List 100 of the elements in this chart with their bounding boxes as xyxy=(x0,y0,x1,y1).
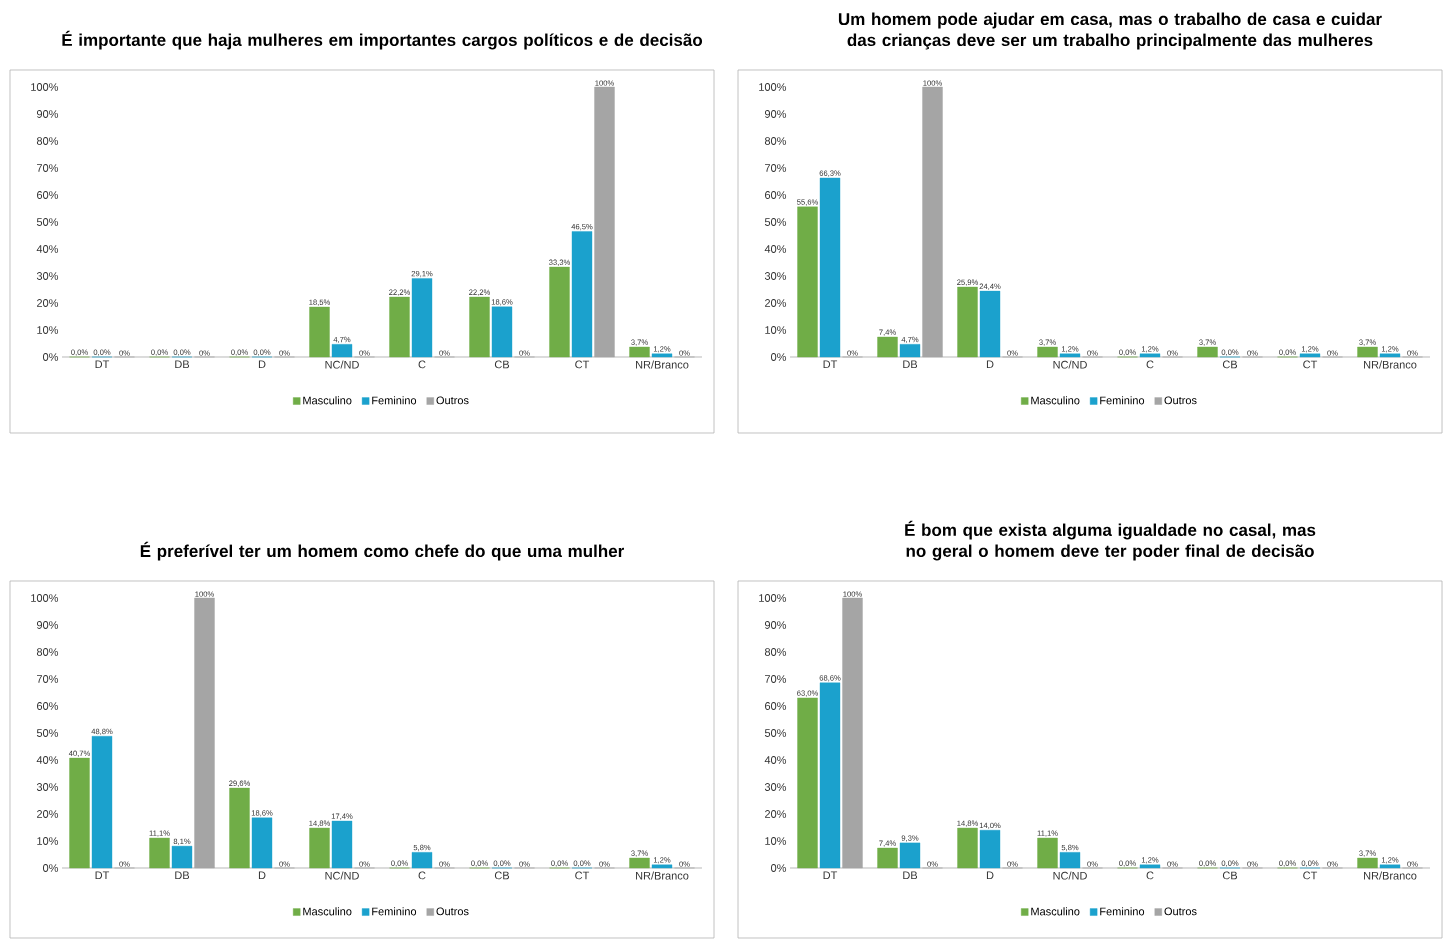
bar xyxy=(469,296,490,358)
bar xyxy=(1299,353,1321,358)
legend-label: Outros xyxy=(1164,907,1197,916)
bar xyxy=(797,697,818,869)
y-tick-label: 70% xyxy=(37,164,59,172)
y-tick-label: 90% xyxy=(36,110,59,118)
y-tick-label: 10% xyxy=(765,326,787,334)
bar xyxy=(1059,852,1081,869)
y-tick-label: 20% xyxy=(765,299,787,307)
legend-label: Feminino xyxy=(1100,396,1145,405)
bar xyxy=(91,736,113,869)
bar xyxy=(309,306,330,358)
legend-label: Feminino xyxy=(372,396,417,405)
bar xyxy=(1139,864,1161,869)
y-tick-label: 0% xyxy=(42,353,59,361)
x-tick-label: DT xyxy=(95,871,110,880)
y-tick-label: 70% xyxy=(765,164,787,172)
bar xyxy=(1357,857,1378,869)
x-tick-label: NC/ND xyxy=(1053,871,1087,880)
y-tick-label: 20% xyxy=(37,810,59,818)
y-tick-label: 40% xyxy=(764,245,787,253)
bar xyxy=(651,864,673,869)
x-tick-label: NC/ND xyxy=(325,360,359,369)
x-tick-label: C xyxy=(418,360,426,369)
y-tick-label: 90% xyxy=(764,621,787,629)
bar xyxy=(629,346,650,358)
bar xyxy=(1139,353,1161,358)
x-tick-label: NR/Branco xyxy=(636,360,689,369)
x-tick-label: DB xyxy=(175,871,190,880)
x-tick-label: D xyxy=(258,871,266,880)
bar xyxy=(571,231,593,358)
x-tick-label: CT xyxy=(575,360,590,369)
bar xyxy=(1037,346,1058,358)
legend-label: Feminino xyxy=(372,907,417,916)
y-tick-label: 30% xyxy=(36,272,59,280)
y-tick-label: 60% xyxy=(37,702,59,710)
x-tick-label: CB xyxy=(1222,360,1238,369)
bar xyxy=(491,306,513,358)
bar xyxy=(309,827,330,869)
y-tick-label: 40% xyxy=(764,756,787,764)
bar xyxy=(1197,346,1218,358)
y-tick-label: 100% xyxy=(759,594,787,602)
legend-label: Masculino xyxy=(303,907,352,916)
bar xyxy=(629,857,650,869)
bar xyxy=(877,336,898,358)
x-tick-label: C xyxy=(418,871,426,880)
x-tick-label: DB xyxy=(903,360,918,369)
y-tick-label: 50% xyxy=(764,218,787,226)
bar xyxy=(1379,864,1401,869)
y-tick-label: 0% xyxy=(771,864,787,872)
x-tick-label: DT xyxy=(823,871,838,880)
y-tick-label: 60% xyxy=(765,702,787,710)
x-tick-label: DB xyxy=(903,871,918,880)
y-tick-label: 50% xyxy=(36,729,59,737)
x-tick-label: CB xyxy=(494,360,510,369)
chart-title: É bom que exista alguma igualdade no casal, mas no geral o homem deve ter poder final de decisão xyxy=(905,520,1316,561)
bar xyxy=(819,177,841,358)
y-tick-label: 90% xyxy=(764,110,787,118)
y-tick-label: 70% xyxy=(765,675,787,683)
bar xyxy=(69,757,90,869)
chart-title: É preferível ter um homem como chefe do que uma mulher xyxy=(140,541,624,561)
bar xyxy=(819,682,841,869)
y-tick-label: 100% xyxy=(31,594,59,602)
y-tick-label: 10% xyxy=(37,837,59,845)
y-tick-label: 80% xyxy=(36,137,59,145)
y-tick-label: 10% xyxy=(37,326,59,334)
bar xyxy=(899,842,921,869)
bar xyxy=(251,817,273,869)
x-tick-label: NR/Branco xyxy=(636,871,689,880)
bar xyxy=(957,286,978,358)
bar xyxy=(1037,837,1058,869)
x-tick-label: NC/ND xyxy=(325,871,359,880)
x-tick-label: NR/Branco xyxy=(1364,871,1417,880)
bar xyxy=(1379,353,1401,358)
y-tick-label: 0% xyxy=(42,864,59,872)
legend-label: Masculino xyxy=(1031,396,1080,405)
x-tick-label: C xyxy=(1146,360,1154,369)
x-tick-label: NR/Branco xyxy=(1364,360,1417,369)
x-tick-label: C xyxy=(1146,871,1154,880)
y-tick-label: 40% xyxy=(36,756,59,764)
bar xyxy=(1357,346,1378,358)
x-tick-label: DT xyxy=(95,360,110,369)
bar xyxy=(899,344,921,358)
y-tick-label: 70% xyxy=(37,675,59,683)
bar xyxy=(171,845,193,869)
chart-title: Um homem pode ajudar em casa, mas o trabalho de casa e cuidar das crianças deve ser um trabalho principalmente das mulheres xyxy=(838,12,1382,50)
bar xyxy=(877,847,898,869)
bar xyxy=(411,852,433,869)
y-tick-label: 80% xyxy=(764,648,787,656)
bar xyxy=(149,837,170,869)
y-tick-label: 60% xyxy=(765,191,787,199)
legend-label: Outros xyxy=(1164,396,1197,405)
y-tick-label: 100% xyxy=(759,83,787,91)
x-tick-label: D xyxy=(986,360,994,369)
bar xyxy=(389,296,410,358)
bar xyxy=(331,344,353,358)
bar xyxy=(331,820,353,869)
y-tick-label: 30% xyxy=(764,272,787,280)
x-tick-label: NC/ND xyxy=(1053,360,1087,369)
y-tick-label: 20% xyxy=(37,299,59,307)
